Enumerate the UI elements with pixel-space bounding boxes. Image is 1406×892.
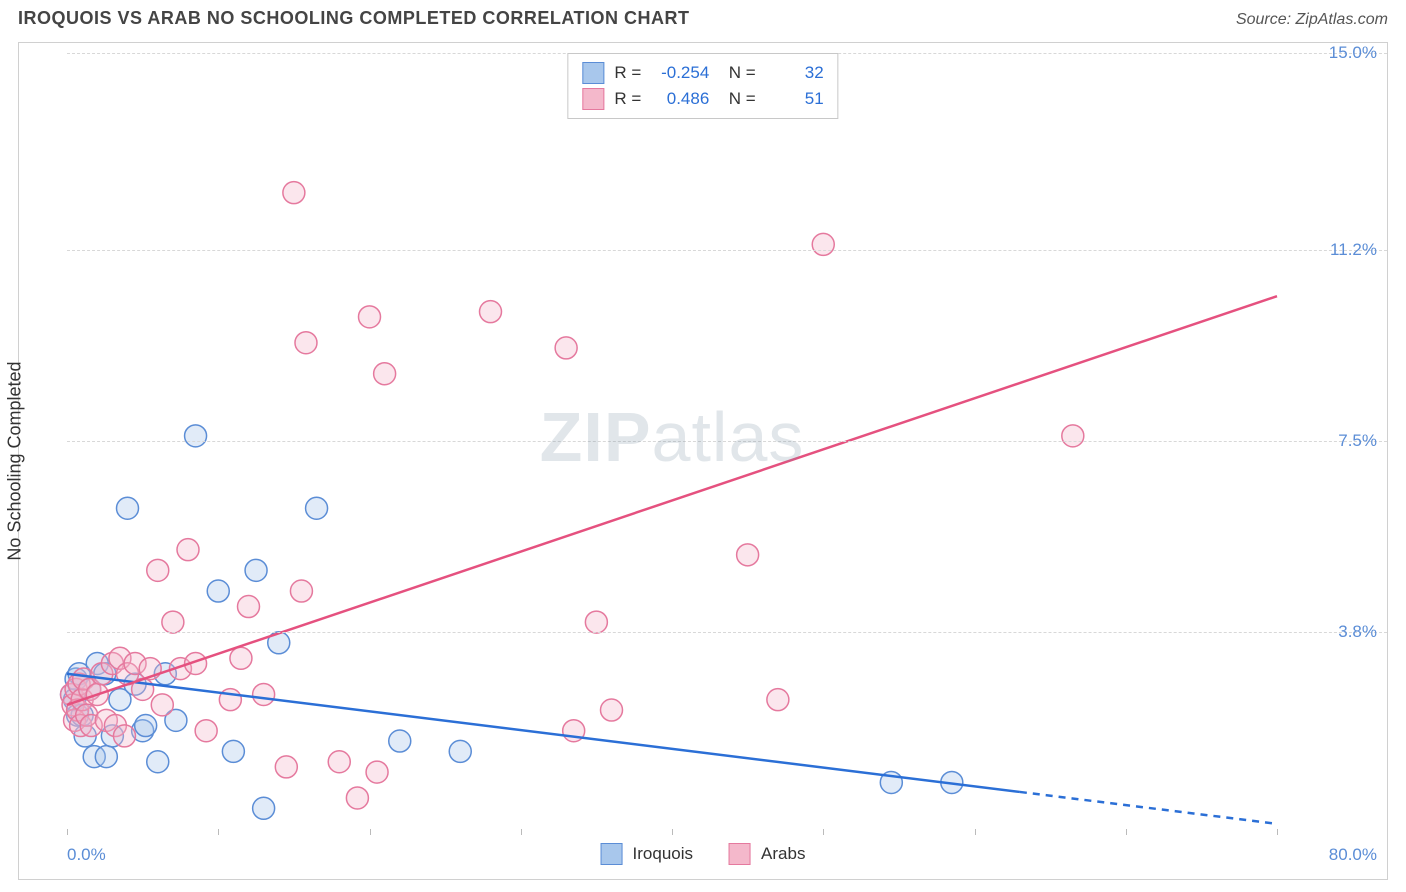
legend-item-iroquois: Iroquois — [601, 843, 693, 865]
r-value-iroquois: -0.254 — [651, 63, 709, 83]
data-point — [737, 544, 759, 566]
data-point — [222, 740, 244, 762]
data-point — [95, 746, 117, 768]
data-point — [374, 363, 396, 385]
data-point — [328, 751, 350, 773]
data-point — [359, 306, 381, 328]
data-point — [346, 787, 368, 809]
data-point — [238, 596, 260, 618]
data-point — [147, 751, 169, 773]
data-point — [147, 559, 169, 581]
legend-label-iroquois: Iroquois — [633, 844, 693, 864]
x-tick — [370, 829, 371, 835]
data-point — [601, 699, 623, 721]
data-point — [185, 425, 207, 447]
data-point — [812, 233, 834, 255]
r-value-arabs: 0.486 — [651, 89, 709, 109]
chart-header: IROQUOIS VS ARAB NO SCHOOLING COMPLETED … — [0, 0, 1406, 33]
data-point — [1062, 425, 1084, 447]
x-tick — [975, 829, 976, 835]
series-legend: Iroquois Arabs — [601, 843, 806, 865]
data-point — [245, 559, 267, 581]
x-tick — [67, 829, 68, 835]
data-point — [177, 539, 199, 561]
x-axis-min-label: 0.0% — [67, 845, 106, 865]
gridline — [67, 632, 1387, 633]
data-point — [275, 756, 297, 778]
chart-container: No Schooling Completed ZIPatlas 0.0% 80.… — [18, 42, 1388, 880]
swatch-iroquois — [582, 62, 604, 84]
y-tick-label: 11.2% — [1330, 240, 1377, 260]
data-point — [585, 611, 607, 633]
data-point — [283, 182, 305, 204]
y-tick-label: 3.8% — [1338, 622, 1377, 642]
data-point — [449, 740, 471, 762]
x-tick — [218, 829, 219, 835]
data-point — [389, 730, 411, 752]
y-tick-label: 7.5% — [1338, 431, 1377, 451]
x-tick — [1277, 829, 1278, 835]
data-point — [366, 761, 388, 783]
gridline — [67, 250, 1387, 251]
gridline — [67, 441, 1387, 442]
legend-item-arabs: Arabs — [729, 843, 805, 865]
correlation-legend: R = -0.254 N = 32 R = 0.486 N = 51 — [567, 53, 838, 119]
legend-row-arabs: R = 0.486 N = 51 — [582, 86, 823, 112]
y-axis-label: No Schooling Completed — [5, 361, 26, 560]
x-tick — [823, 829, 824, 835]
x-axis-max-label: 80.0% — [1329, 845, 1377, 865]
x-tick — [521, 829, 522, 835]
data-point — [135, 715, 157, 737]
chart-source: Source: ZipAtlas.com — [1236, 11, 1388, 29]
data-point — [162, 611, 184, 633]
x-tick — [1126, 829, 1127, 835]
data-point — [306, 497, 328, 519]
data-point — [295, 332, 317, 354]
n-value-arabs: 51 — [766, 89, 824, 109]
swatch-arabs-icon — [729, 843, 751, 865]
x-tick — [672, 829, 673, 835]
trend-line-dashed — [1020, 792, 1277, 824]
data-point — [151, 694, 173, 716]
data-point — [555, 337, 577, 359]
data-point — [253, 797, 275, 819]
data-point — [117, 497, 139, 519]
plot-area: ZIPatlas 0.0% 80.0% 3.8%7.5%11.2%15.0% — [67, 53, 1277, 829]
legend-row-iroquois: R = -0.254 N = 32 — [582, 60, 823, 86]
y-tick-label: 15.0% — [1329, 43, 1377, 63]
n-value-iroquois: 32 — [766, 63, 824, 83]
trend-line — [67, 296, 1277, 705]
data-point — [195, 720, 217, 742]
data-point — [230, 647, 252, 669]
data-point — [290, 580, 312, 602]
swatch-iroquois-icon — [601, 843, 623, 865]
data-point — [767, 689, 789, 711]
data-point — [113, 725, 135, 747]
data-point — [480, 301, 502, 323]
data-point — [253, 683, 275, 705]
swatch-arabs — [582, 88, 604, 110]
legend-label-arabs: Arabs — [761, 844, 805, 864]
data-point — [207, 580, 229, 602]
chart-title: IROQUOIS VS ARAB NO SCHOOLING COMPLETED … — [18, 8, 690, 29]
